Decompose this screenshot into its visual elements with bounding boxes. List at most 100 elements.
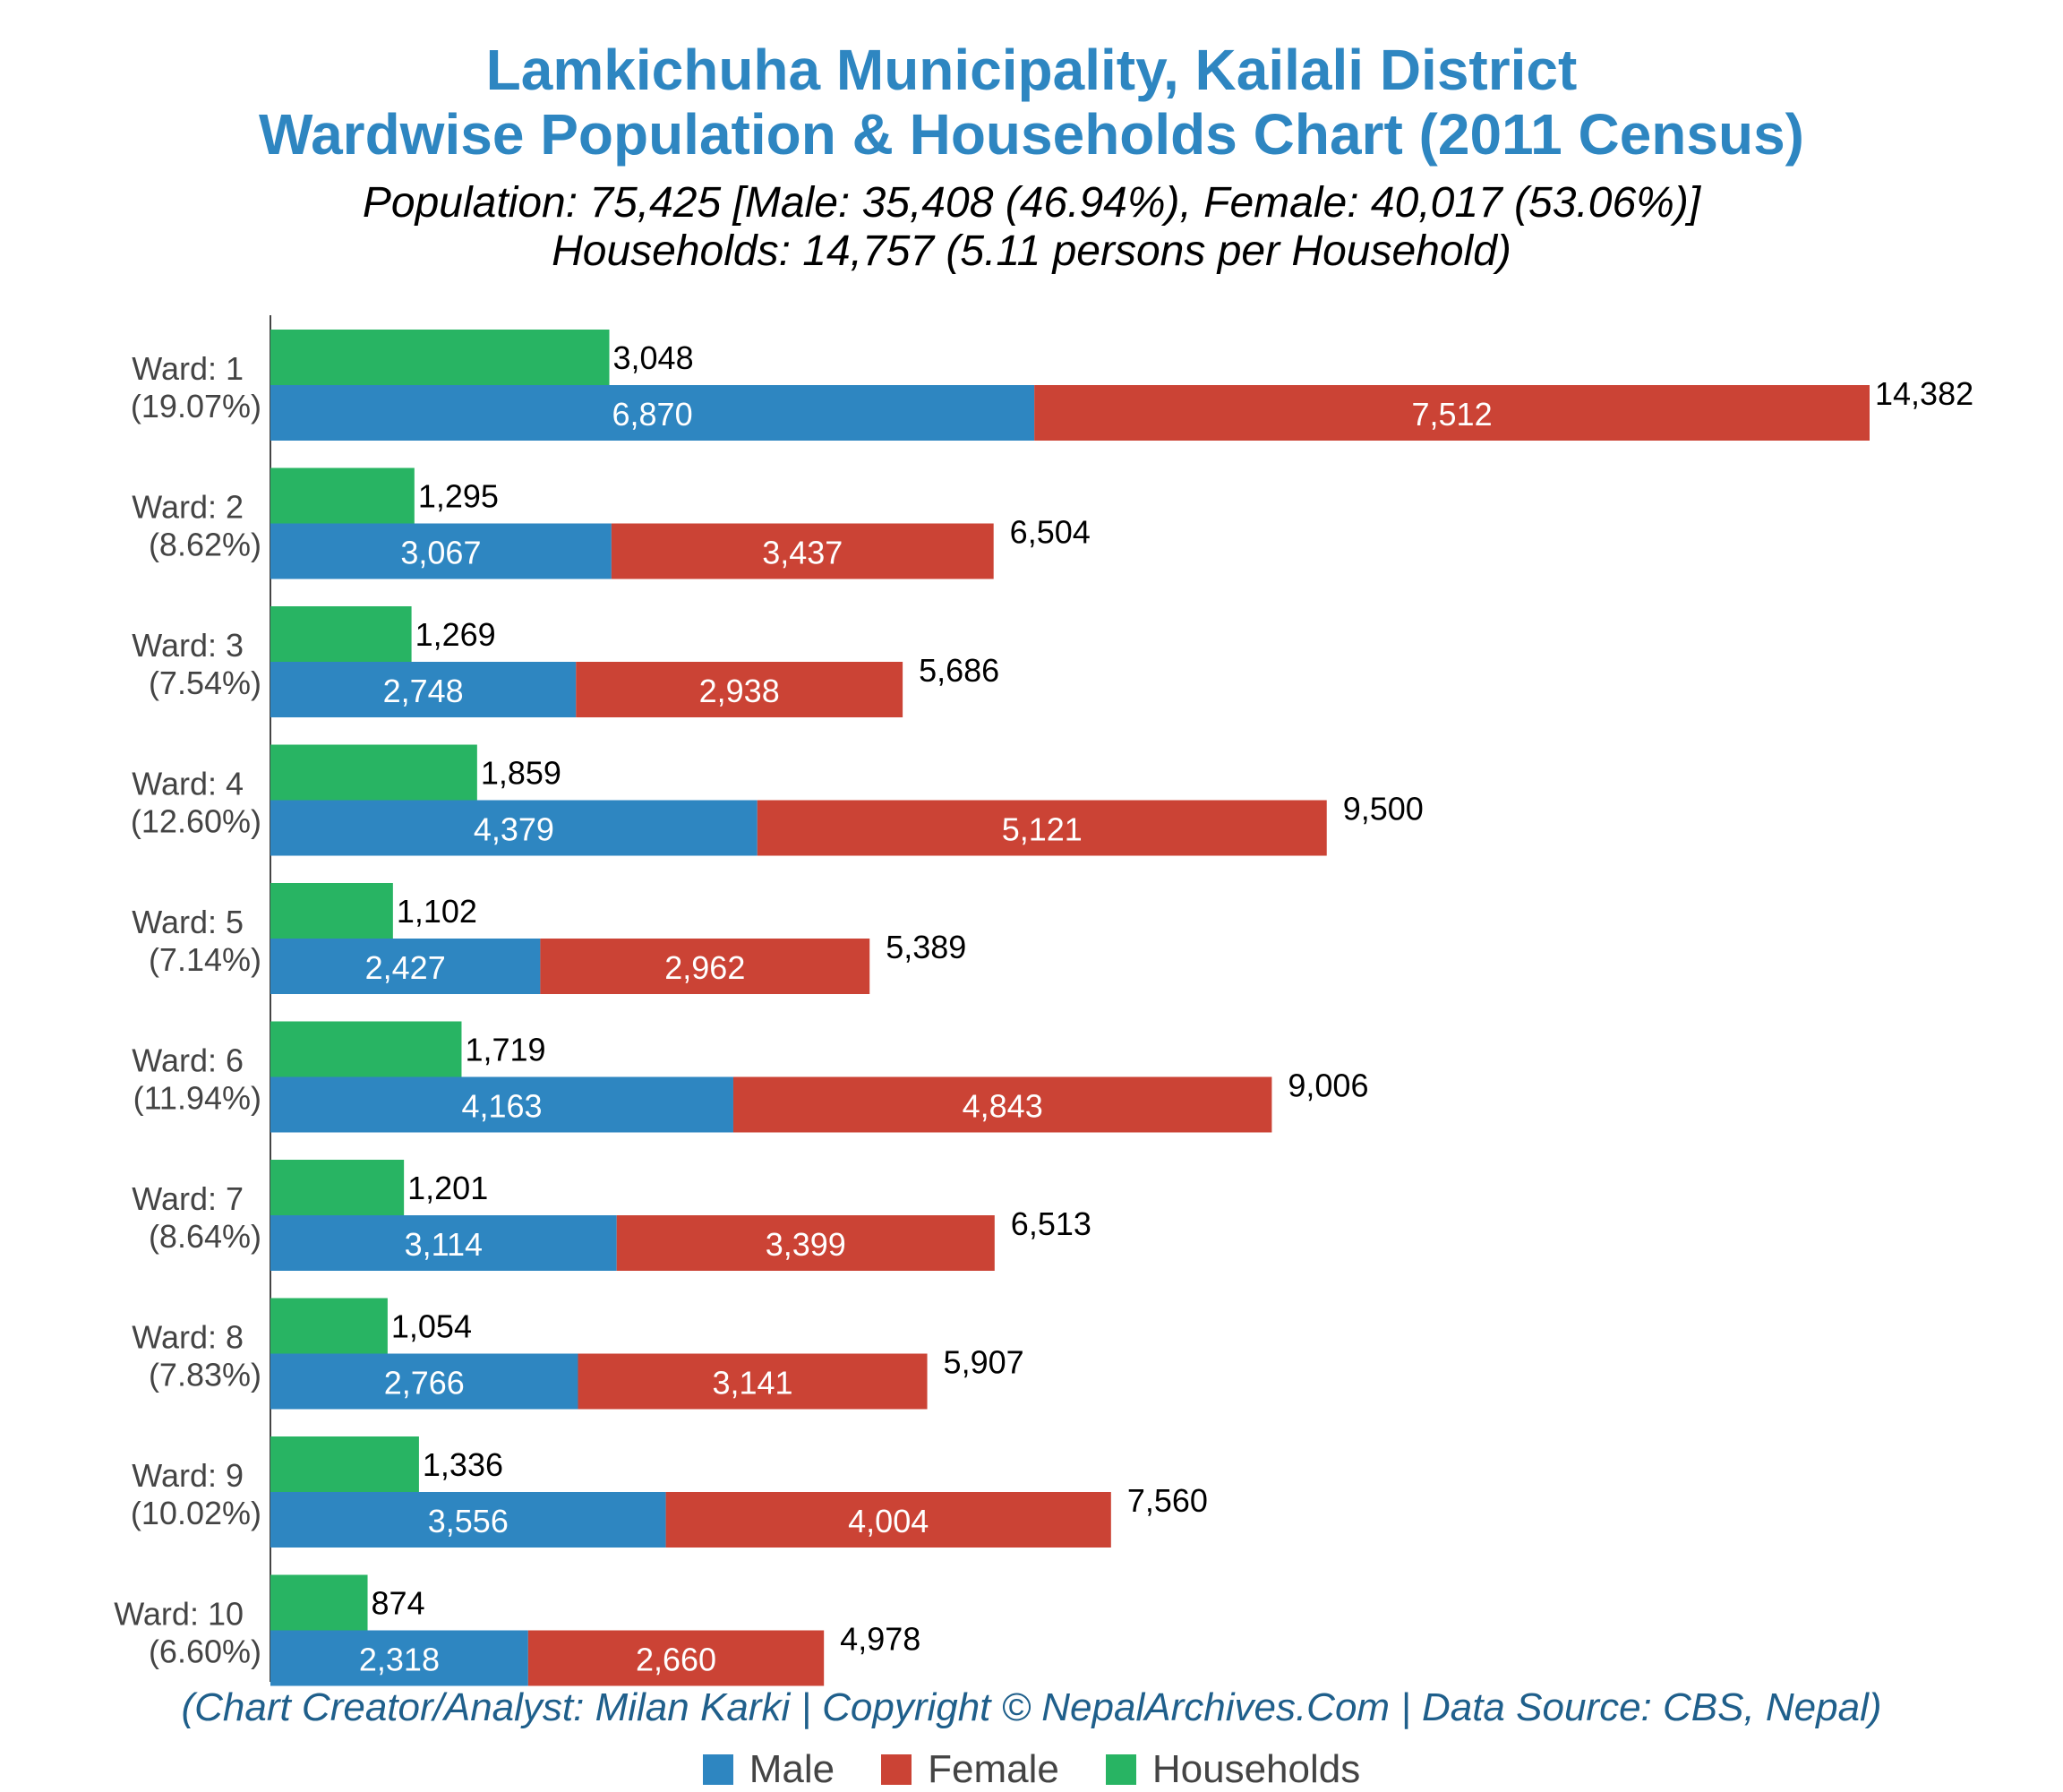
male-value-label: 6,870 (612, 396, 693, 433)
households-value-label: 3,048 (613, 339, 694, 376)
total-value-label: 4,978 (840, 1621, 920, 1658)
category-label: Ward: 6 (132, 1042, 244, 1079)
female-value-label: 2,962 (664, 949, 745, 986)
male-value-label: 2,427 (365, 949, 446, 986)
category-percent-label: (8.62%) (149, 527, 261, 563)
legend-swatch-female (881, 1754, 912, 1785)
category-label: Ward: 1 (132, 350, 244, 387)
bar-female (665, 1492, 1111, 1548)
bar-male (270, 662, 577, 717)
female-value-label: 3,437 (762, 535, 843, 571)
male-value-label: 2,318 (359, 1642, 440, 1678)
bar-female (578, 1353, 928, 1410)
category-label: Ward: 3 (132, 627, 244, 664)
legend-item-female: Female (881, 1747, 1059, 1792)
bar-female (732, 1076, 1272, 1133)
legend-label-households: Households (1151, 1747, 1361, 1791)
total-value-label: 6,504 (1010, 514, 1091, 551)
bar-female (540, 939, 870, 994)
male-value-label: 4,379 (474, 811, 554, 848)
bar-male (270, 939, 541, 994)
total-value-label: 9,006 (1288, 1067, 1368, 1104)
households-value-label: 874 (372, 1585, 425, 1622)
bar-male (270, 1215, 617, 1271)
total-value-label: 5,389 (886, 929, 966, 965)
bar-households (270, 1021, 462, 1077)
category-label: Ward: 5 (132, 904, 244, 940)
legend-label-male: Male (749, 1747, 835, 1791)
legend-swatch-households (1105, 1754, 1136, 1785)
category-percent-label: (12.60%) (131, 803, 261, 840)
bar-female (611, 523, 994, 579)
female-value-label: 2,938 (699, 673, 780, 709)
female-value-label: 3,141 (712, 1365, 792, 1402)
households-value-label: 1,102 (397, 893, 477, 930)
bar-female (576, 662, 903, 717)
bar-male (270, 523, 612, 579)
bar-households (270, 744, 477, 801)
households-value-label: 1,336 (423, 1446, 503, 1483)
male-value-label: 3,067 (400, 535, 481, 571)
bar-households (270, 1160, 405, 1215)
category-percent-label: (19.07%) (131, 388, 261, 424)
households-value-label: 1,719 (465, 1032, 545, 1068)
category-percent-label: (8.64%) (149, 1218, 261, 1255)
households-value-label: 1,201 (407, 1170, 488, 1206)
category-label: Ward: 2 (132, 489, 244, 526)
male-value-label: 2,766 (384, 1365, 465, 1402)
bar-female (616, 1215, 995, 1271)
bar-male (270, 1076, 733, 1133)
bar-households (270, 1298, 388, 1354)
category-percent-label: (10.02%) (131, 1495, 261, 1531)
bar-households (270, 467, 415, 524)
female-value-label: 3,399 (766, 1226, 846, 1263)
legend-item-male: Male (702, 1747, 835, 1792)
chart-title-line1: Lamkichuha Municipality, Kailali Distric… (485, 38, 1578, 102)
total-value-label: 6,513 (1011, 1205, 1091, 1242)
households-value-label: 1,295 (418, 478, 499, 515)
category-percent-label: (7.83%) (149, 1357, 261, 1393)
households-summary: Households: 14,757 (5.11 persons per Hou… (552, 227, 1511, 275)
bar-households (270, 1574, 368, 1631)
legend-item-households: Households (1105, 1747, 1361, 1792)
bar-male (270, 1492, 666, 1548)
chart-credit: (Chart Creator/Analyst: Milan Karki | Co… (181, 1685, 1882, 1729)
bar-households (270, 883, 393, 939)
male-value-label: 3,556 (428, 1503, 509, 1539)
female-value-label: 7,512 (1412, 396, 1493, 433)
female-value-label: 4,004 (848, 1503, 929, 1539)
category-percent-label: (7.14%) (149, 941, 261, 978)
bar-male (270, 385, 1035, 441)
bar-households (270, 330, 610, 385)
households-value-label: 1,054 (391, 1308, 472, 1345)
bar-households (270, 606, 412, 662)
population-summary: Population: 75,425 [Male: 35,408 (46.94%… (362, 179, 1701, 227)
category-label: Ward: 4 (132, 766, 244, 802)
bar-female (527, 1630, 825, 1686)
total-value-label: 7,560 (1127, 1482, 1208, 1519)
chart-legend: Male Female Households (0, 1747, 2063, 1792)
category-label: Ward: 7 (132, 1180, 244, 1217)
households-value-label: 1,269 (415, 616, 496, 653)
category-label: Ward: 8 (132, 1319, 244, 1356)
legend-label-female: Female (928, 1747, 1059, 1791)
total-value-label: 5,686 (919, 652, 999, 689)
male-value-label: 2,748 (383, 673, 464, 709)
female-value-label: 4,843 (963, 1088, 1043, 1125)
category-label: Ward: 10 (114, 1596, 244, 1633)
bar-male (270, 1630, 528, 1686)
bar-male (270, 800, 758, 856)
female-value-label: 5,121 (1002, 811, 1083, 848)
bar-female (757, 800, 1327, 856)
category-percent-label: (6.60%) (149, 1633, 261, 1670)
households-value-label: 1,859 (481, 755, 561, 792)
total-value-label: 14,382 (1875, 375, 1973, 412)
female-value-label: 2,660 (636, 1642, 716, 1678)
bar-female (1034, 385, 1870, 441)
male-value-label: 4,163 (461, 1088, 542, 1125)
category-percent-label: (11.94%) (133, 1080, 261, 1117)
total-value-label: 9,500 (1343, 791, 1424, 827)
male-value-label: 3,114 (405, 1226, 483, 1263)
bar-households (270, 1436, 419, 1492)
